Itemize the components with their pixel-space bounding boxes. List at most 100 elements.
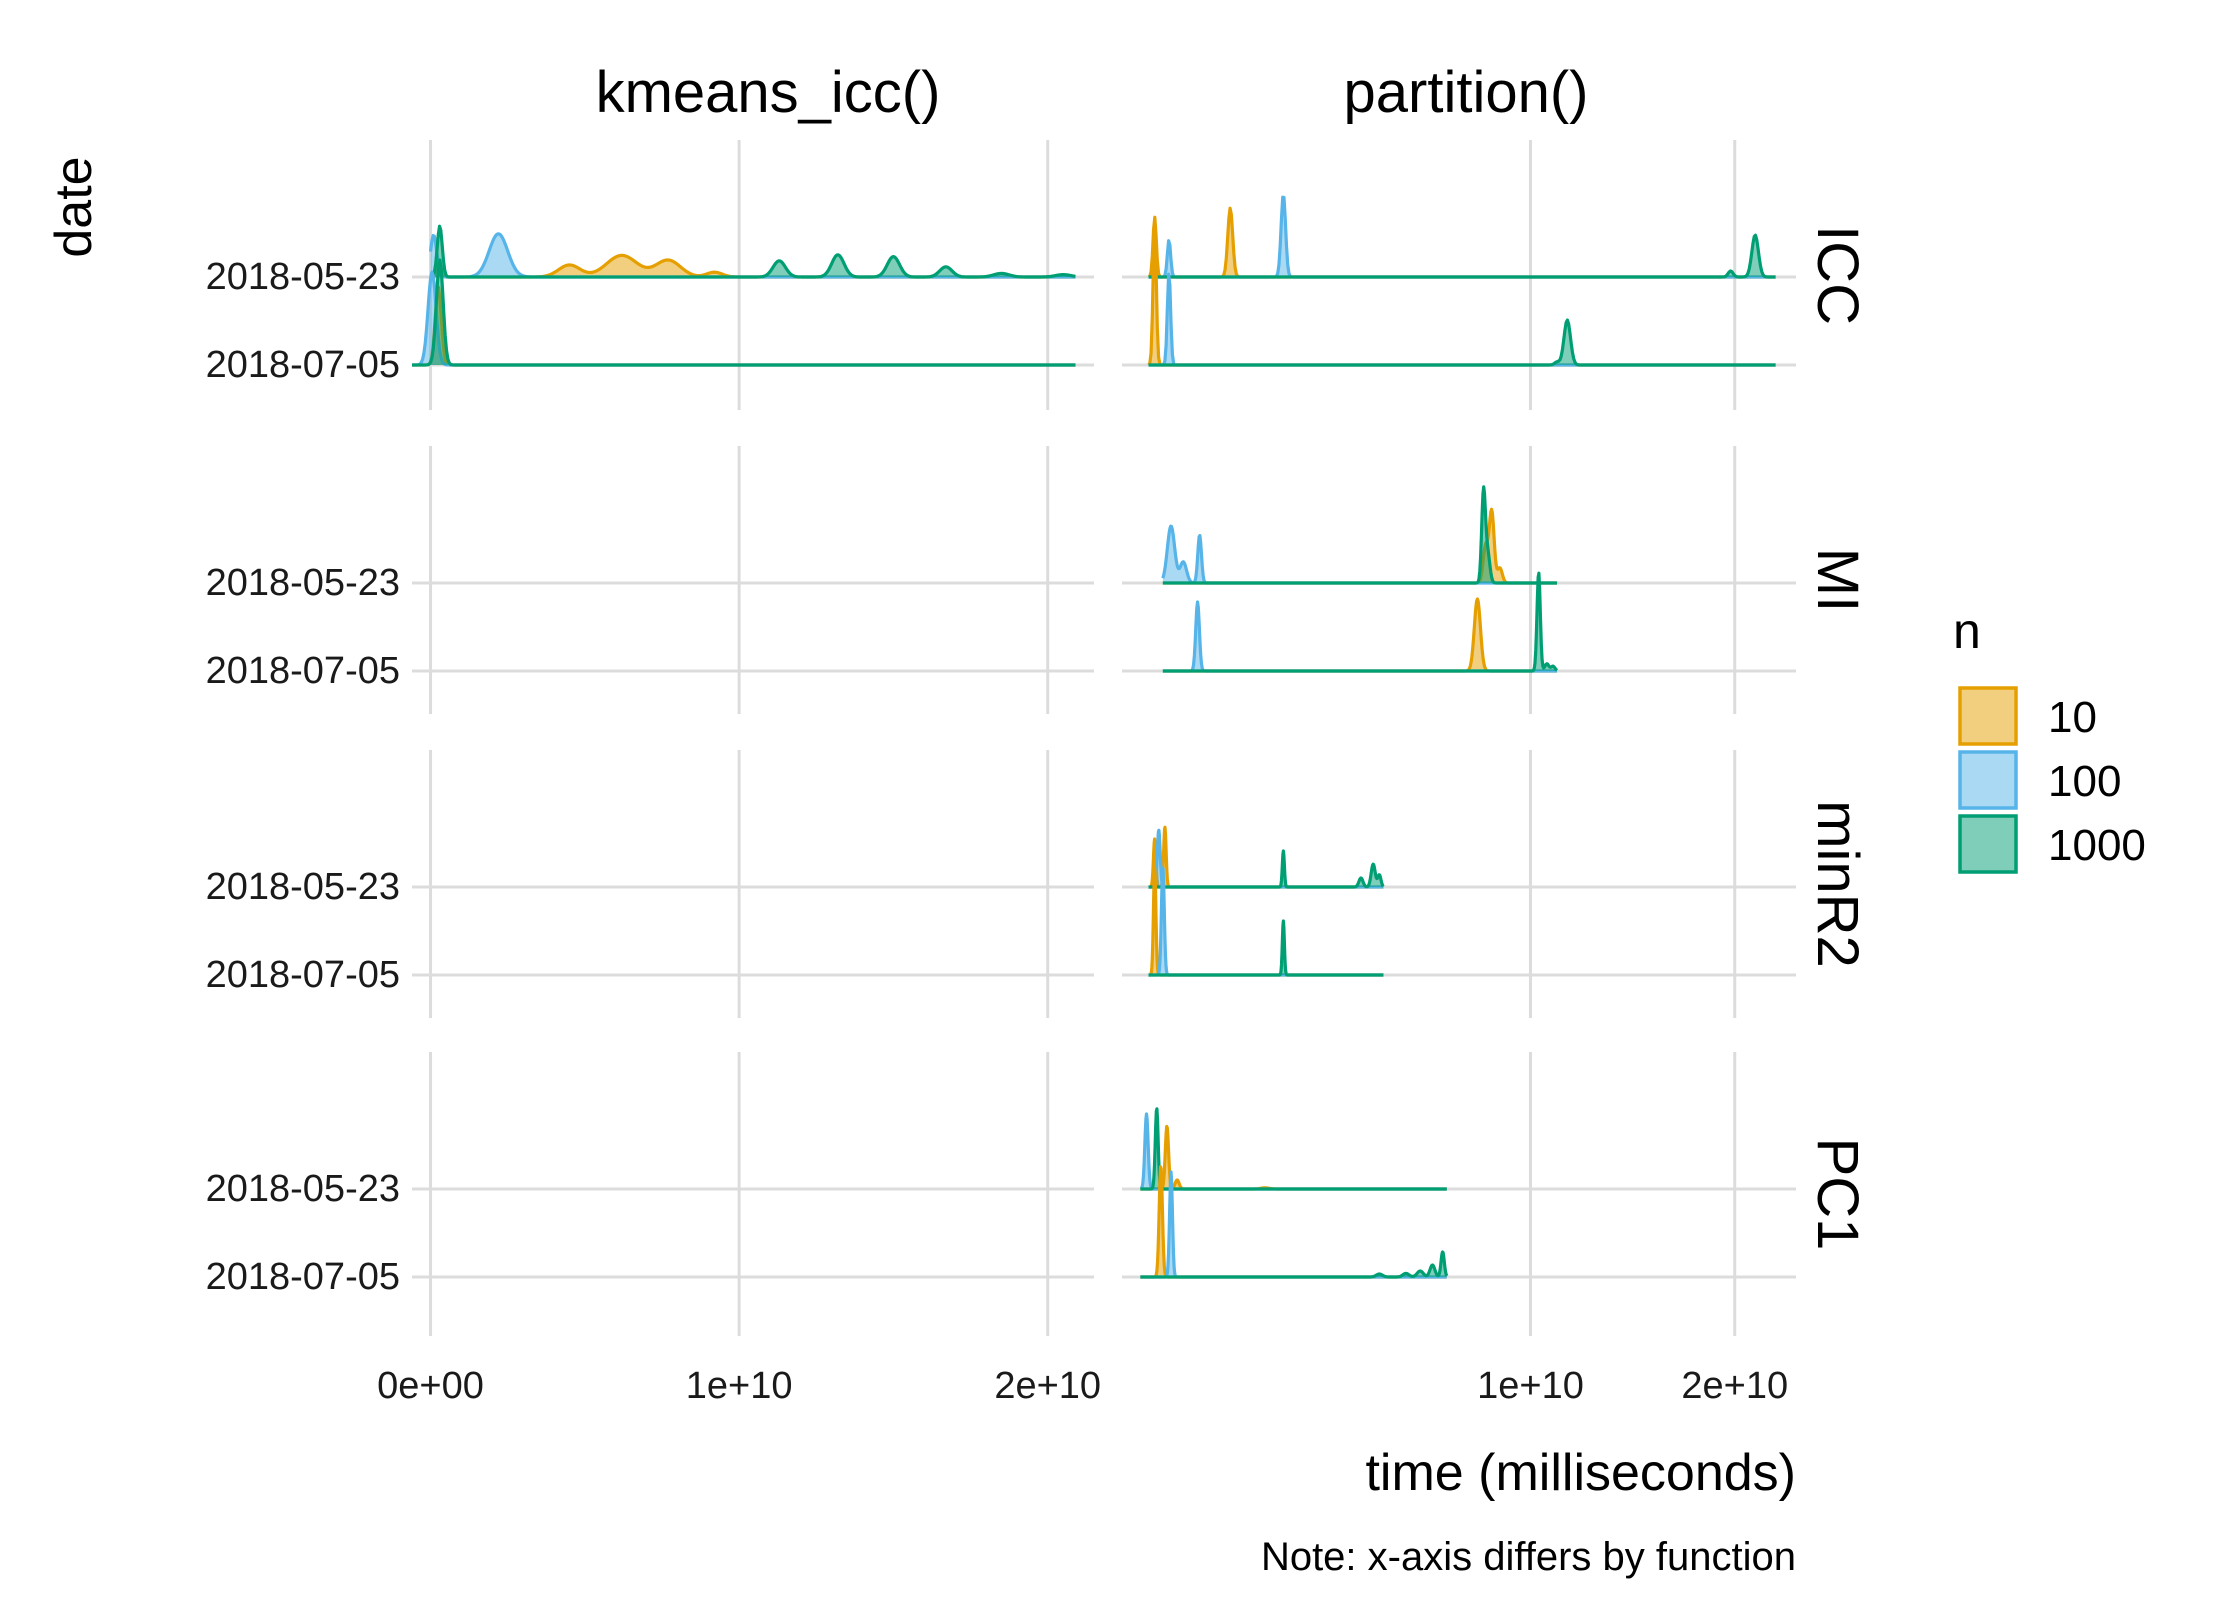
ridge-line — [1147, 825, 1385, 889]
ridge-layer — [411, 195, 1776, 1279]
ridge-partition-icc-2018-05-23-n1000 — [1148, 233, 1776, 279]
ridge-line — [1148, 272, 1776, 367]
y-tick-label-icc-1: 2018-07-05 — [206, 344, 400, 386]
ridge-fill — [1162, 573, 1558, 671]
ridge-fill — [430, 255, 1076, 277]
ridge-line — [1162, 571, 1559, 673]
ridge-kmeans-icc-icc-2018-07-05-n10 — [411, 285, 1076, 367]
ridge-line — [1147, 865, 1385, 977]
ridge-fill — [1148, 827, 1384, 887]
y-tick-label-mi-1: 2018-07-05 — [206, 650, 400, 692]
ridge-line — [1139, 1124, 1448, 1191]
ridge-partition-minr2-2018-07-05-n100 — [1147, 866, 1385, 977]
ridge-fill — [1140, 1166, 1447, 1277]
ridge-line — [1147, 206, 1776, 279]
ridge-partition-mi-2018-07-05-n100 — [1162, 600, 1558, 673]
ridge-line — [1162, 600, 1558, 673]
ridge-partition-icc-2018-05-23-n100 — [1148, 195, 1776, 279]
ridge-partition-icc-2018-07-05-n10 — [1147, 225, 1776, 367]
legend-swatch-10 — [1958, 686, 2018, 746]
ridge-kmeans-icc-icc-2018-07-05-n1000 — [411, 258, 1076, 367]
ridge-partition-icc-2018-07-05-n100 — [1148, 272, 1776, 367]
ridge-line — [1148, 195, 1776, 279]
dynamic-labels: 2018-05-23 2018-07-05 2018-05-23 2018-07-05… — [206, 225, 1870, 1407]
ridge-fill — [1148, 830, 1384, 887]
ridge-line — [1148, 233, 1776, 279]
ridge-line — [428, 232, 1076, 279]
legend-label-10: 10 — [2048, 693, 2097, 742]
ridge-partition-pc1-2018-05-23-n100 — [1139, 1112, 1448, 1191]
ridge-partition-mi-2018-07-05-n10 — [1162, 597, 1558, 673]
ridge-fill — [430, 233, 1076, 277]
ridge-partition-minr2-2018-05-23-n100 — [1147, 828, 1385, 889]
ridge-line — [1147, 225, 1776, 367]
ridge-line — [1147, 866, 1385, 977]
ridge-kmeans-icc-icc-2018-05-23-n10 — [430, 253, 1076, 279]
ridge-fill — [1140, 1108, 1447, 1189]
ridge-fill — [1148, 227, 1776, 365]
ridge-fill — [412, 272, 1076, 365]
grid-layer — [412, 140, 1796, 1336]
ridge-line — [1147, 919, 1385, 977]
ridge-fill — [430, 226, 1076, 277]
ridge-partition-minr2-2018-05-23-n10 — [1147, 825, 1385, 889]
ridge-fill — [1140, 1126, 1447, 1189]
ridge-partition-mi-2018-05-23-n1000 — [1162, 485, 1558, 585]
ridge-fill — [1162, 599, 1558, 671]
legend-swatch-100 — [1958, 750, 2018, 810]
legend-title: n — [1953, 603, 1981, 659]
y-tick-label-icc-0: 2018-05-23 — [206, 256, 400, 298]
ridge-fill — [1140, 1114, 1447, 1189]
ridge-line — [430, 224, 1076, 279]
ridge-partition-minr2-2018-05-23-n1000 — [1147, 849, 1385, 889]
legend: 10 100 1000 — [1958, 686, 2146, 874]
ridge-partition-icc-2018-07-05-n1000 — [1148, 318, 1776, 367]
ridge-fill — [1148, 274, 1776, 365]
y-tick-label-pc1-0: 2018-05-23 — [206, 1168, 400, 1210]
ridge-fill — [1162, 602, 1558, 671]
ridge-line — [430, 253, 1076, 279]
ridge-line — [1147, 828, 1385, 889]
x-axis-title: time (milliseconds) — [1365, 1444, 1796, 1502]
ridge-line — [1148, 318, 1776, 367]
column-strip-kmeans: kmeans_icc() — [596, 60, 941, 125]
ridge-fill — [1148, 208, 1776, 277]
ridge-line — [1139, 1250, 1449, 1279]
ridge-fill — [1148, 235, 1776, 277]
ridge-partition-pc1-2018-05-23-n10 — [1139, 1124, 1448, 1191]
ridge-fill — [412, 287, 1076, 365]
row-strip-mi: MI — [1805, 548, 1870, 612]
ridge-fill — [1148, 921, 1384, 975]
y-tick-label-minr2-0: 2018-05-23 — [206, 866, 400, 908]
ridge-partition-pc1-2018-07-05-n10 — [1139, 1165, 1448, 1279]
x-tick-label-0-1: 1e+10 — [686, 1365, 793, 1407]
x-tick-label-1-1: 2e+10 — [1681, 1365, 1788, 1407]
row-strip-minr2: minR2 — [1805, 800, 1870, 968]
ridge-kmeans-icc-icc-2018-05-23-n1000 — [430, 224, 1076, 279]
legend-label-1000: 1000 — [2048, 821, 2146, 870]
legend-swatch-1000 — [1958, 814, 2018, 874]
ridge-partition-mi-2018-07-05-n1000 — [1162, 571, 1559, 673]
column-strip-partition: partition() — [1344, 60, 1589, 125]
ridge-line — [1162, 485, 1558, 585]
ridge-fill — [1148, 867, 1384, 975]
ridge-kmeans-icc-icc-2018-05-23-n100 — [428, 232, 1076, 279]
ridge-line — [411, 258, 1076, 367]
ridge-line — [1139, 1165, 1448, 1279]
row-strip-pc1: PC1 — [1805, 1138, 1870, 1251]
y-tick-label-mi-0: 2018-05-23 — [206, 562, 400, 604]
ridge-fill — [1140, 1251, 1447, 1277]
ridge-line — [1162, 597, 1558, 673]
ridge-fill — [1148, 197, 1776, 277]
x-tick-label-0-0: 0e+00 — [377, 1365, 484, 1407]
ridge-partition-mi-2018-05-23-n10 — [1162, 507, 1558, 585]
ridge-partition-pc1-2018-07-05-n1000 — [1139, 1250, 1449, 1279]
ridge-line — [411, 270, 1076, 367]
row-strip-icc: ICC — [1805, 225, 1870, 325]
y-tick-label-pc1-1: 2018-07-05 — [206, 1256, 400, 1298]
legend-label-100: 100 — [2048, 757, 2121, 806]
ridge-kmeans-icc-icc-2018-07-05-n100 — [411, 270, 1076, 367]
ridge-line — [411, 285, 1076, 367]
ridge-partition-icc-2018-05-23-n10 — [1147, 206, 1776, 279]
